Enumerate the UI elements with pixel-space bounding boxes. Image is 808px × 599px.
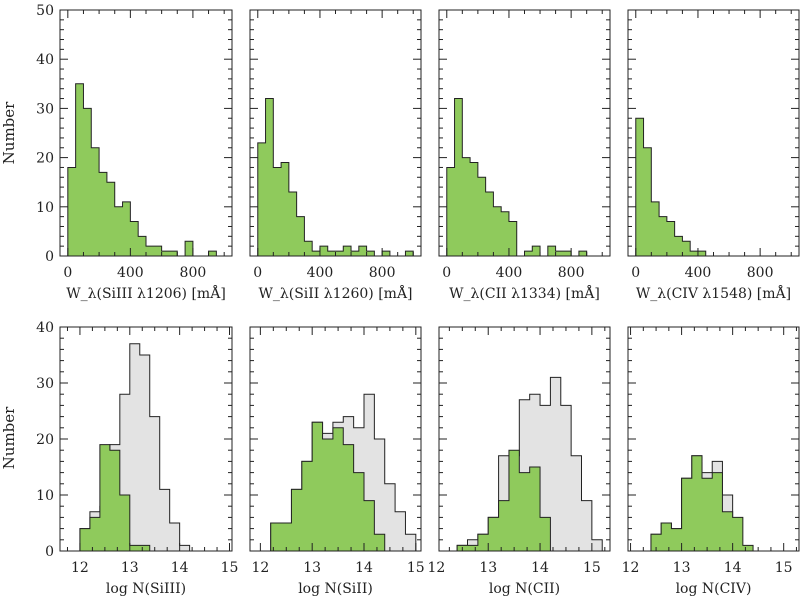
x-axis-label: log N(SiII)	[298, 581, 373, 597]
y-tick-label: 40	[36, 320, 54, 336]
x-tick-label: 15	[775, 560, 793, 576]
y-axis-label-top: Number	[0, 101, 18, 164]
x-tick-label: 12	[622, 560, 640, 576]
histogram-series-subset	[79, 444, 151, 551]
x-tick-label: 15	[221, 560, 239, 576]
y-tick-label: 0	[45, 544, 54, 560]
histogram-series-W	[257, 98, 414, 256]
histogram-series-W	[446, 98, 588, 256]
x-tick-label: 400	[685, 265, 712, 281]
x-axis-label: W_λ(SiII λ1260) [mÅ]	[258, 284, 412, 302]
panel-top-1: 0 400 800 0 10 20 30 40 50 W_λ(SiIII λ1206) [mÅ]	[36, 3, 233, 302]
x-tick-label: 800	[747, 265, 774, 281]
x-axis-label: log N(CIV)	[676, 581, 752, 597]
y-tick-label: 10	[36, 200, 54, 216]
y-tick-label: 50	[36, 3, 54, 19]
x-tick-label: 0	[442, 265, 451, 281]
histogram-series-W	[67, 83, 217, 256]
x-tick-label: 800	[558, 265, 585, 281]
x-tick-label: 0	[63, 265, 72, 281]
x-tick-label: 800	[369, 265, 396, 281]
x-tick-label: 12	[71, 560, 89, 576]
x-tick-label: 13	[121, 560, 139, 576]
panel-bottom-1: 12 13 14 15 0 10 20 30 40 log N(SiIII)	[36, 320, 238, 597]
x-tick-label: 13	[303, 560, 321, 576]
x-tick-label: 400	[496, 265, 523, 281]
x-tick-label: 400	[117, 265, 144, 281]
panel-bottom-2: 12 13 14 15 log N(SiII)	[249, 326, 425, 597]
x-tick-label: 400	[307, 265, 334, 281]
x-tick-label: 0	[253, 265, 262, 281]
x-tick-label: 15	[407, 560, 425, 576]
histogram-series-W	[635, 117, 707, 256]
x-tick-label: 13	[673, 560, 691, 576]
x-tick-label: 12	[251, 560, 269, 576]
y-tick-label: 20	[36, 432, 54, 448]
histogram-series-subset	[456, 449, 551, 551]
x-tick-label: 0	[631, 265, 640, 281]
y-tick-label: 20	[36, 151, 54, 167]
x-tick-label: 12	[427, 560, 445, 576]
y-tick-label: 0	[45, 249, 54, 265]
y-tick-label: 30	[36, 101, 54, 117]
x-axis-label: W_λ(SiIII λ1206) [mÅ]	[66, 284, 226, 302]
x-tick-label: 14	[724, 560, 742, 576]
histogram-series-subset	[650, 455, 754, 551]
x-tick-label: 14	[531, 560, 549, 576]
x-tick-label: 15	[583, 560, 601, 576]
y-tick-label: 30	[36, 376, 54, 392]
x-axis-label: log N(SiIII)	[106, 581, 186, 597]
y-tick-label: 10	[36, 488, 54, 504]
panel-bottom-3: 12 13 14 15 log N(CII)	[427, 326, 611, 597]
panel-bottom-4: 12 13 14 15 log N(CIV)	[622, 326, 800, 597]
x-tick-label: 14	[355, 560, 373, 576]
panel-top-4: 0 400 800 W_λ(CIV λ1548) [mÅ]	[627, 9, 800, 302]
histogram-series-subset	[270, 421, 386, 551]
x-axis-label: log N(CII)	[489, 581, 560, 597]
x-axis-label: W_λ(CIV λ1548) [mÅ]	[636, 284, 791, 302]
y-tick-label: 40	[36, 52, 54, 68]
x-axis-label: W_λ(CII λ1334) [mÅ]	[449, 284, 600, 302]
x-tick-label: 13	[479, 560, 497, 576]
panel-top-2: 0 400 800 W_λ(SiII λ1260) [mÅ]	[249, 9, 422, 302]
x-tick-label: 14	[171, 560, 189, 576]
x-tick-label: 800	[180, 265, 207, 281]
panel-top-3: 0 400 800 W_λ(CII λ1334) [mÅ]	[438, 9, 611, 302]
y-axis-label-bottom: Number	[0, 406, 18, 469]
